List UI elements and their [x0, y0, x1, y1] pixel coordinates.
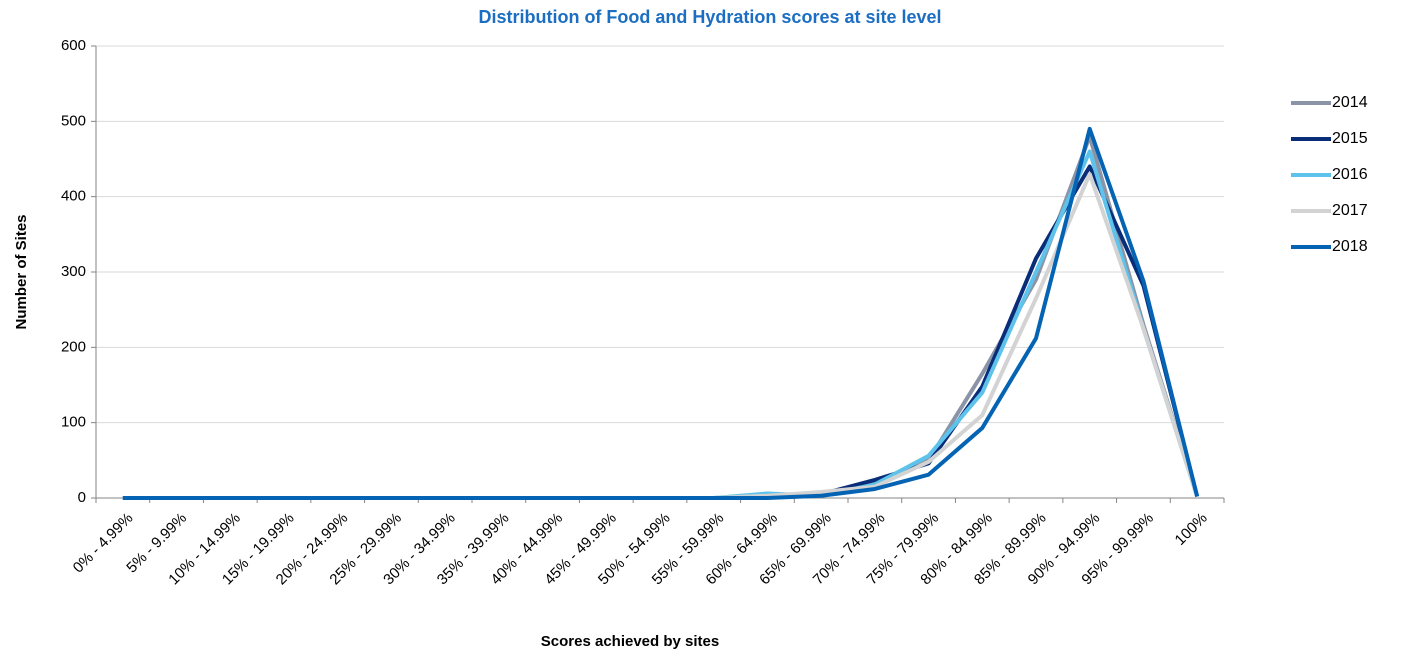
y-tick-label: 300	[61, 263, 86, 280]
y-axis-label: Number of Sites	[13, 214, 30, 329]
y-tick-label: 200	[61, 338, 86, 355]
legend-label: 2018	[1332, 238, 1368, 255]
y-tick-label: 400	[61, 188, 86, 205]
legend-label: 2014	[1332, 94, 1368, 111]
y-tick-label: 100	[61, 414, 86, 431]
legend-label: 2016	[1332, 166, 1368, 183]
chart-title: Distribution of Food and Hydration score…	[478, 7, 941, 27]
x-tick-label: 100%	[1172, 510, 1211, 549]
series-line	[122, 134, 1200, 500]
y-tick-label: 500	[61, 112, 86, 129]
y-tick-label: 0	[78, 489, 86, 506]
series-line	[122, 126, 1200, 500]
series-line	[122, 149, 1200, 500]
y-tick-label: 600	[61, 37, 86, 54]
legend-label: 2015	[1332, 130, 1368, 147]
legend-label: 2017	[1332, 202, 1368, 219]
x-axis-label: Scores achieved by sites	[541, 633, 719, 650]
